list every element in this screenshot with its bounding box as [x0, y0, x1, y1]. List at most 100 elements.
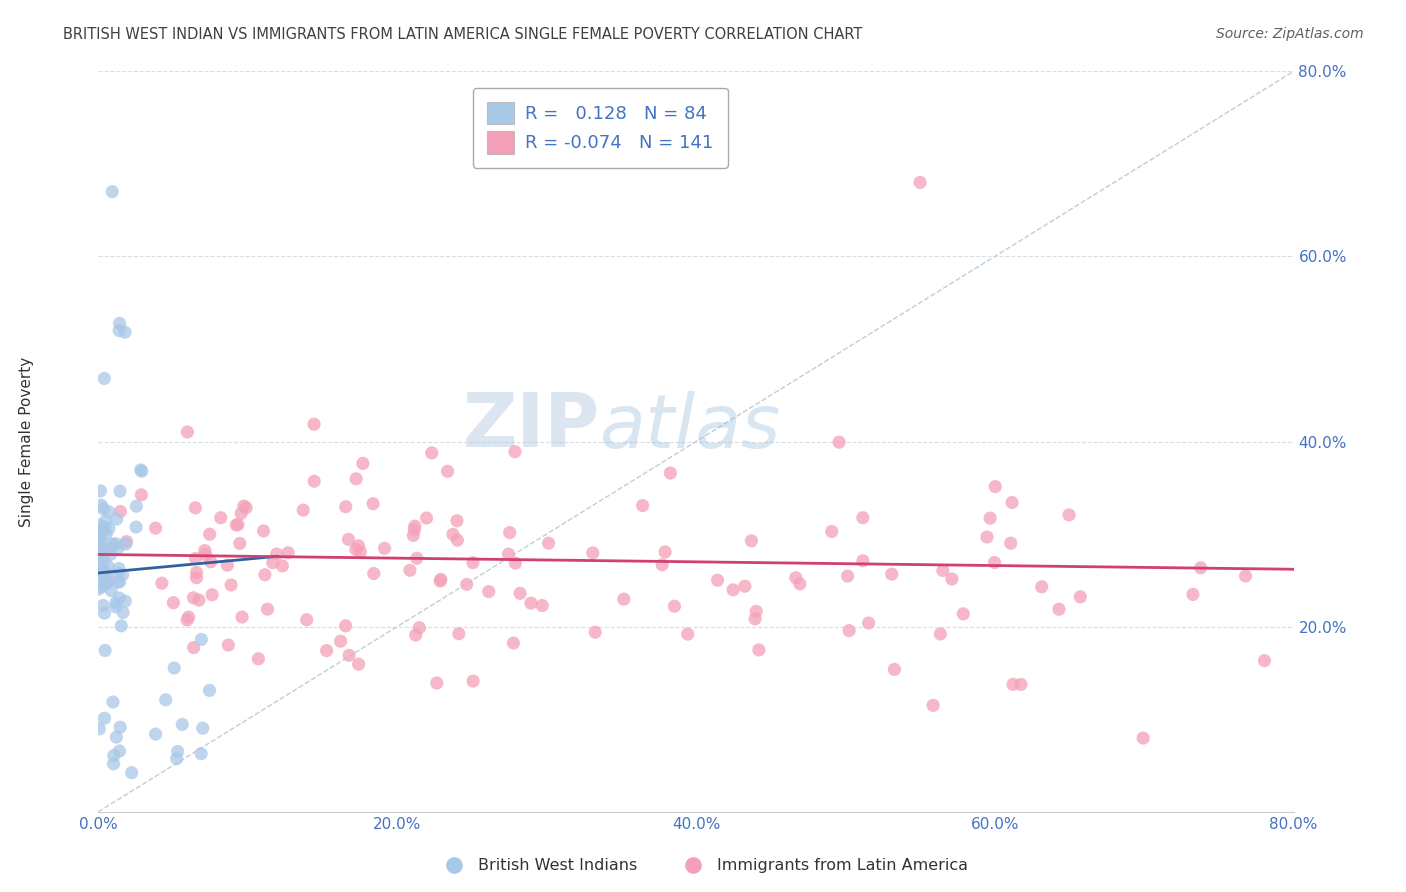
Point — [983, 556, 1005, 570]
Point — [789, 577, 811, 591]
Point — [111, 567, 134, 582]
Point — [183, 640, 205, 655]
Point — [91, 599, 114, 613]
Point — [91, 546, 114, 560]
Point — [104, 537, 127, 551]
Point — [613, 592, 636, 607]
Point — [94, 577, 117, 591]
Point — [97, 559, 120, 574]
Point — [90, 544, 112, 558]
Point — [87, 538, 110, 552]
Point — [266, 547, 288, 561]
Point — [932, 564, 955, 578]
Point — [406, 551, 429, 566]
Point — [408, 621, 430, 635]
Point — [93, 371, 115, 385]
Point — [721, 582, 744, 597]
Point — [108, 324, 131, 338]
Point — [651, 558, 673, 572]
Point — [984, 480, 1007, 494]
Point — [184, 551, 207, 566]
Point — [329, 634, 352, 648]
Point — [676, 627, 699, 641]
Point — [744, 612, 766, 626]
Point — [404, 523, 426, 537]
Point — [1253, 654, 1275, 668]
Point — [1001, 495, 1024, 509]
Point — [229, 536, 252, 550]
Point — [186, 566, 208, 580]
Point — [100, 583, 122, 598]
Point — [108, 317, 131, 331]
Point — [90, 580, 112, 594]
Point — [129, 463, 152, 477]
Point — [748, 643, 770, 657]
Text: Single Female Poverty: Single Female Poverty — [20, 357, 34, 526]
Point — [107, 566, 129, 581]
Point — [90, 533, 112, 548]
Point — [166, 744, 188, 758]
Point — [706, 573, 728, 587]
Point — [337, 533, 360, 547]
Text: Source: ZipAtlas.com: Source: ZipAtlas.com — [1216, 27, 1364, 41]
Point — [115, 534, 138, 549]
Point — [114, 537, 136, 551]
Point — [190, 747, 212, 761]
Point — [114, 594, 136, 608]
Point — [502, 636, 524, 650]
Point — [1000, 536, 1022, 550]
Point — [172, 717, 194, 731]
Point — [131, 488, 153, 502]
Point — [883, 662, 905, 676]
Point — [112, 606, 135, 620]
Point — [125, 520, 148, 534]
Legend: British West Indians, Immigrants from Latin America: British West Indians, Immigrants from La… — [432, 852, 974, 880]
Point — [209, 510, 232, 524]
Point — [90, 498, 112, 512]
Point — [295, 613, 318, 627]
Text: ZIP: ZIP — [463, 390, 600, 463]
Point — [194, 548, 217, 562]
Point — [952, 607, 974, 621]
Point — [631, 499, 654, 513]
Point — [232, 499, 254, 513]
Point — [187, 593, 209, 607]
Point — [821, 524, 844, 539]
Point — [93, 606, 115, 620]
Point — [347, 539, 370, 553]
Point — [183, 591, 205, 605]
Point — [201, 588, 224, 602]
Point — [583, 625, 606, 640]
Point — [90, 525, 112, 540]
Point — [520, 596, 543, 610]
Point — [337, 648, 360, 663]
Point — [190, 632, 212, 647]
Point — [107, 574, 129, 589]
Point — [104, 599, 127, 614]
Point — [446, 514, 468, 528]
Point — [430, 573, 453, 587]
Point — [399, 563, 422, 577]
Point — [166, 752, 188, 766]
Point — [420, 446, 443, 460]
Point — [91, 547, 114, 561]
Point — [87, 582, 110, 597]
Point — [271, 558, 294, 573]
Point — [198, 683, 221, 698]
Point — [302, 474, 325, 488]
Point — [108, 591, 131, 606]
Point — [426, 676, 449, 690]
Point — [107, 541, 129, 555]
Point — [226, 517, 249, 532]
Point — [503, 444, 526, 458]
Point — [499, 525, 522, 540]
Point — [110, 619, 132, 633]
Point — [344, 472, 367, 486]
Point — [1002, 677, 1025, 691]
Point — [108, 561, 131, 575]
Point — [93, 711, 115, 725]
Point — [89, 529, 111, 543]
Point — [277, 546, 299, 560]
Point — [93, 520, 115, 534]
Point — [177, 610, 200, 624]
